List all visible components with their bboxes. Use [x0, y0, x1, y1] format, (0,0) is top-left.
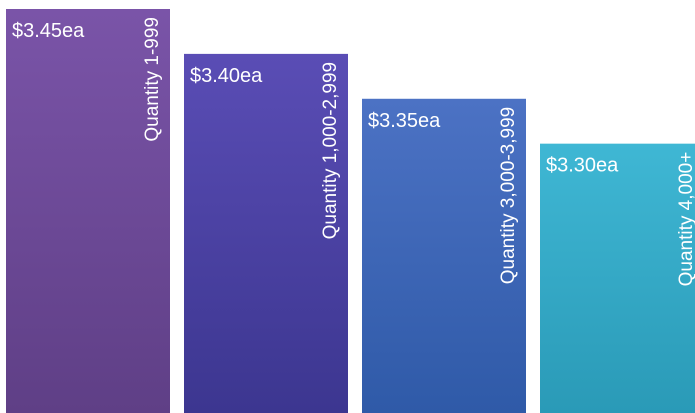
- category-label-3: Quantity 3,000-3,999: [498, 107, 519, 284]
- category-label-1: Quantity 1-999: [142, 17, 163, 142]
- bars-layer: [6, 9, 695, 413]
- labels-layer: $3.45ea Quantity 1-999 $3.40ea Quantity 1,0…: [12, 17, 695, 286]
- bar-1: [6, 9, 170, 413]
- bar-2: [184, 53, 348, 413]
- price-label-2: $3.40ea: [190, 65, 263, 87]
- category-label-4: Quantity 4,000+: [676, 152, 695, 287]
- price-label-4: $3.30ea: [546, 155, 619, 177]
- category-label-2: Quantity 1,000-2,999: [320, 62, 341, 239]
- price-label-1: $3.45ea: [12, 20, 85, 42]
- price-label-3: $3.35ea: [368, 110, 441, 132]
- bar-3: [362, 98, 526, 413]
- bar-4: [540, 143, 695, 413]
